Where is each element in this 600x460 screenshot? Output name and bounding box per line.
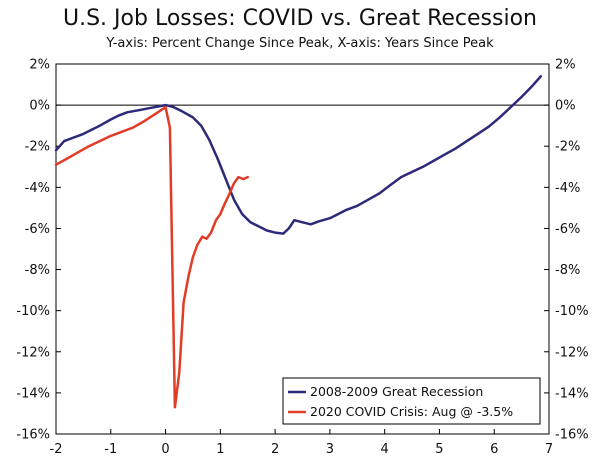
y-tick-label-left: -14%: [16, 386, 50, 401]
plot-area: [55, 63, 550, 435]
x-tick-label: 6: [490, 442, 498, 457]
y-tick-label-right: 0%: [555, 99, 576, 114]
y-tick-label-left: -16%: [16, 428, 50, 443]
y-tick-label-right: -8%: [555, 263, 580, 278]
y-tick-label-left: 2%: [29, 58, 50, 73]
y-tick-label-left: 0%: [29, 99, 50, 114]
y-tick-label-right: -16%: [555, 428, 589, 443]
series-line-great-recession: [54, 75, 543, 235]
y-tick-label-left: -2%: [25, 140, 50, 155]
x-tick-label: -1: [104, 442, 117, 457]
y-tick-label-left: -4%: [25, 181, 50, 196]
legend-label-great-recession: 2008-2009 Great Recession: [310, 384, 483, 399]
x-tick-label: 3: [326, 442, 334, 457]
y-tick-label-right: 2%: [555, 58, 576, 73]
y-tick-label-right: -6%: [555, 222, 580, 237]
y-tick-label-right: -12%: [555, 345, 589, 360]
chart-title: U.S. Job Losses: COVID vs. Great Recessi…: [63, 6, 537, 31]
y-tick-label-right: -4%: [555, 181, 580, 196]
y-axis-left: 2% 0% -2% -4% -6% -8% -10% -12% -14% -16%: [16, 58, 61, 443]
x-tick-label: -2: [50, 442, 63, 457]
y-tick-label-right: -2%: [555, 140, 580, 155]
y-tick-label-left: -10%: [16, 304, 50, 319]
y-tick-label-left: -8%: [25, 263, 50, 278]
y-tick-label-left: -12%: [16, 345, 50, 360]
x-tick-label: 0: [161, 442, 169, 457]
series-group: [54, 75, 543, 409]
x-axis: -2 -1 0 1 2 3 4 5 6 7: [50, 429, 553, 457]
x-tick-label: 1: [216, 442, 224, 457]
y-axis-right: 2% 0% -2% -4% -6% -8% -10% -12% -14% -16%: [544, 58, 589, 443]
y-tick-label-right: -10%: [555, 304, 589, 319]
legend-label-covid: 2020 COVID Crisis: Aug @ -3.5%: [310, 404, 513, 419]
chart-subtitle: Y-axis: Percent Change Since Peak, X-axi…: [106, 36, 494, 51]
y-tick-label-right: -14%: [555, 386, 589, 401]
x-tick-label: 2: [271, 442, 279, 457]
x-tick-label: 5: [435, 442, 443, 457]
x-tick-label: 4: [381, 442, 389, 457]
x-tick-label: 7: [545, 442, 553, 457]
y-tick-label-left: -6%: [25, 222, 50, 237]
series-line-covid: [54, 105, 249, 409]
legend: 2008-2009 Great Recession 2020 COVID Cri…: [282, 377, 541, 425]
legend-box: [282, 377, 541, 425]
